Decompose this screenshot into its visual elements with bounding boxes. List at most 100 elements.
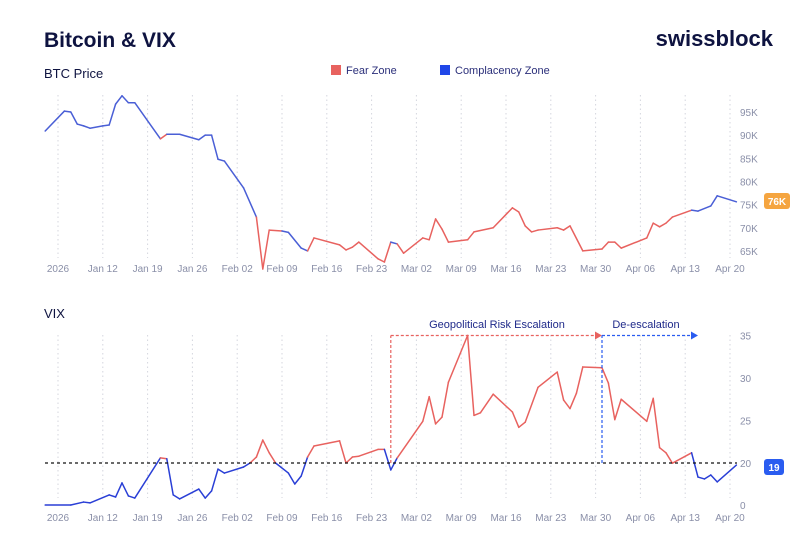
vix-x-tick: Mar 23 bbox=[535, 513, 567, 524]
vix-complacency-segment bbox=[204, 490, 213, 499]
vix-fear-segment bbox=[646, 397, 654, 423]
vix-complacency-segment bbox=[697, 476, 706, 480]
btc-fear-segment bbox=[428, 218, 437, 241]
vix-x-tick: 2026 bbox=[47, 513, 70, 524]
vix-x-tick: Mar 02 bbox=[401, 513, 433, 524]
vix-series bbox=[44, 334, 738, 506]
btc-complacency-segment bbox=[44, 110, 66, 132]
btc-fear-segment bbox=[665, 216, 674, 224]
vix-complacency-segment bbox=[166, 458, 174, 496]
btc-complacency-segment bbox=[300, 247, 309, 252]
vix-fear-segment bbox=[255, 439, 264, 458]
vix-fear-segment bbox=[473, 412, 482, 417]
btc-x-tick: Feb 09 bbox=[266, 264, 298, 275]
annotation-escalation: Geopolitical Risk Escalation bbox=[429, 319, 565, 331]
btc-series bbox=[44, 95, 738, 270]
btc-complacency-segment bbox=[121, 95, 130, 104]
btc-fear-segment bbox=[492, 207, 514, 229]
btc-fear-segment bbox=[422, 237, 430, 241]
btc-x-tick: Apr 06 bbox=[626, 264, 656, 275]
btc-fear-segment bbox=[377, 258, 386, 263]
btc-y-tick: 65K bbox=[740, 247, 758, 258]
btc-fear-segment bbox=[466, 231, 475, 241]
brand-logo: swissblock bbox=[656, 26, 774, 51]
vix-fear-segment bbox=[582, 366, 603, 369]
vix-panel-title: VIX bbox=[44, 306, 65, 321]
btc-fear-segment bbox=[306, 237, 315, 252]
btc-fear-segment bbox=[524, 225, 533, 233]
btc-y-tick: 95K bbox=[740, 108, 758, 119]
btc-x-tick: Mar 16 bbox=[490, 264, 522, 275]
vix-complacency-segment bbox=[274, 462, 290, 474]
btc-fear-segment bbox=[511, 207, 520, 213]
btc-complacency-segment bbox=[102, 124, 110, 127]
vix-complacency-segment bbox=[300, 456, 309, 477]
vix-complacency-segment bbox=[82, 501, 91, 504]
vix-complacency-segment bbox=[89, 494, 110, 504]
btc-fear-segment bbox=[447, 239, 469, 243]
btc-x-tick: Jan 26 bbox=[177, 264, 207, 275]
annotation-deescalation: De-escalation bbox=[612, 319, 679, 331]
vix-complacency-segment bbox=[172, 494, 181, 500]
btc-y-tick: 85K bbox=[740, 154, 758, 165]
btc-fear-segment bbox=[537, 227, 558, 231]
btc-complacency-segment bbox=[108, 103, 117, 126]
btc-complacency-segment bbox=[63, 110, 72, 113]
btc-fear-segment bbox=[562, 225, 571, 231]
vix-fear-segment bbox=[524, 386, 539, 423]
arrow-head-icon bbox=[691, 331, 698, 340]
vix-fear-segment bbox=[306, 445, 315, 458]
vix-fear-segment bbox=[262, 439, 270, 454]
btc-x-tick: Mar 23 bbox=[535, 264, 567, 275]
btc-fear-segment bbox=[358, 241, 379, 260]
btc-y-tick: 70K bbox=[740, 224, 758, 235]
vix-fear-segment bbox=[601, 367, 610, 384]
btc-complacency-segment bbox=[114, 95, 123, 105]
vix-fear-segment bbox=[422, 395, 430, 423]
vix-complacency-segment bbox=[390, 457, 398, 471]
vix-fear-segment bbox=[249, 456, 258, 464]
btc-x-tick: Apr 13 bbox=[670, 264, 700, 275]
vix-fear-segment bbox=[575, 366, 584, 395]
btc-x-tick: Feb 23 bbox=[356, 264, 388, 275]
btc-complacency-segment bbox=[223, 160, 245, 189]
vix-fear-segment bbox=[537, 371, 558, 389]
vix-fear-segment bbox=[652, 397, 661, 449]
vix-fear-segment bbox=[562, 399, 571, 410]
vix-fear-segment bbox=[518, 421, 526, 429]
vix-complacency-segment bbox=[210, 468, 219, 492]
btc-fear-segment bbox=[652, 222, 661, 228]
btc-complacency-segment bbox=[76, 123, 85, 127]
vix-last-value-badge bbox=[764, 459, 784, 475]
vix-fear-segment bbox=[607, 382, 616, 421]
vix-fear-segment bbox=[358, 448, 379, 457]
vix-complacency-segment bbox=[70, 501, 85, 506]
btc-complacency-segment bbox=[89, 125, 104, 129]
vix-complacency-segment bbox=[127, 495, 136, 499]
btc-complacency-segment bbox=[70, 111, 78, 125]
btc-fear-segment bbox=[582, 248, 603, 252]
btc-fear-segment bbox=[569, 225, 584, 252]
vix-x-tick: Apr 06 bbox=[626, 513, 656, 524]
vix-x-tick: Jan 12 bbox=[88, 513, 118, 524]
vix-fear-segment bbox=[159, 457, 168, 460]
vix-complacency-segment bbox=[108, 494, 117, 498]
vix-x-tick: Jan 26 bbox=[177, 513, 207, 524]
vix-fear-segment bbox=[556, 371, 565, 401]
vix-complacency-segment bbox=[134, 457, 162, 499]
vix-x-tick: Mar 09 bbox=[446, 513, 478, 524]
btc-fear-segment bbox=[434, 218, 443, 230]
vix-last-value: 19 bbox=[768, 463, 780, 474]
vix-fear-segment bbox=[434, 416, 443, 425]
btc-fear-segment bbox=[262, 229, 270, 270]
btc-complacency-segment bbox=[690, 209, 699, 212]
vix-complacency-segment bbox=[217, 468, 226, 474]
btc-fear-segment bbox=[556, 227, 565, 231]
vix-fear-segment bbox=[428, 395, 437, 425]
btc-complacency-segment bbox=[697, 205, 712, 212]
btc-x-tick: Mar 02 bbox=[401, 264, 433, 275]
vix-x-tick: Feb 02 bbox=[222, 513, 254, 524]
btc-last-value: 76K bbox=[768, 197, 787, 208]
btc-fear-segment bbox=[671, 209, 693, 218]
vix-complacency-segment bbox=[710, 474, 718, 483]
